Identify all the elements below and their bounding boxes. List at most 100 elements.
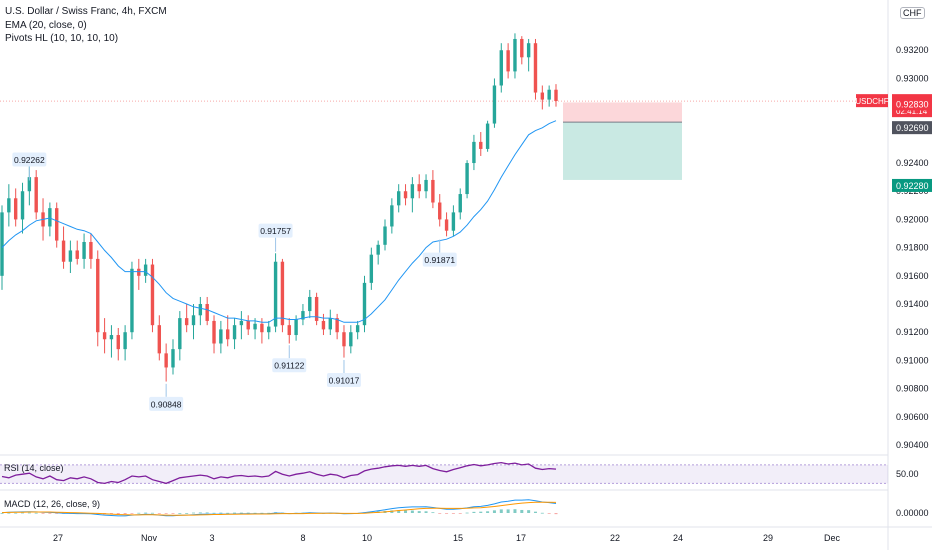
- candle-body: [506, 50, 510, 72]
- macd-histogram-bar: [55, 513, 59, 514]
- candle-body: [383, 226, 387, 245]
- rsi-legend[interactable]: RSI (14, close): [4, 463, 64, 473]
- macd-histogram-bar: [438, 513, 442, 514]
- candle-body: [34, 177, 38, 213]
- macd-histogram-bar: [424, 511, 428, 513]
- macd-histogram-bar: [513, 509, 517, 513]
- macd-histogram-bar: [527, 510, 531, 513]
- candle-body: [342, 332, 346, 347]
- candle-body: [308, 296, 312, 312]
- time-axis-label: 29: [763, 533, 773, 543]
- macd-histogram-bar: [14, 512, 18, 514]
- candle-body: [178, 318, 182, 350]
- time-axis-label: 10: [362, 533, 372, 543]
- candle-body: [68, 250, 73, 262]
- macd-histogram-bar: [185, 513, 189, 514]
- price-tick: 0.93000: [896, 73, 929, 83]
- entry-tag-value: 0.92690: [896, 123, 929, 133]
- macd-histogram-bar: [253, 512, 257, 514]
- candle-body: [219, 329, 223, 344]
- candle-body: [205, 304, 209, 321]
- price-tick: 0.91800: [896, 243, 929, 253]
- target-tag-value: 0.92280: [896, 181, 929, 191]
- price-tick: 0.93200: [896, 45, 929, 55]
- macd-histogram-bar: [41, 513, 45, 514]
- macd-legend[interactable]: MACD (12, 26, close, 9): [4, 499, 101, 509]
- macd-histogram-bar: [417, 511, 421, 513]
- macd-histogram-bar: [150, 512, 154, 514]
- candle-body: [75, 250, 79, 259]
- macd-histogram-bar: [192, 512, 196, 514]
- candle-body: [349, 332, 353, 347]
- candle-body: [7, 198, 11, 213]
- candle-body: [116, 335, 120, 350]
- candle-body: [444, 219, 449, 231]
- candle-body: [109, 335, 114, 340]
- pivot-label-box: [422, 252, 457, 267]
- candle-body: [280, 261, 285, 326]
- candle-body: [184, 318, 189, 326]
- target-zone: [563, 122, 682, 180]
- macd-histogram-bar: [219, 512, 223, 514]
- chart-title[interactable]: U.S. Dollar / Swiss Franc, 4h, FXCM: [5, 6, 167, 17]
- candle-body: [465, 163, 469, 195]
- time-axis-label: 27: [53, 533, 63, 543]
- price-tick: 0.91600: [896, 271, 929, 281]
- pivots-legend[interactable]: Pivots HL (10, 10, 10, 10): [5, 33, 119, 44]
- candle-body: [355, 325, 360, 333]
- price-tick: 0.90400: [896, 440, 929, 450]
- ema-legend[interactable]: EMA (20, close, 0): [5, 20, 87, 31]
- macd-histogram-bar: [0, 513, 4, 514]
- rsi-level-label: 50.00: [896, 469, 919, 479]
- ema-line: [1, 120, 557, 323]
- macd-histogram-bar: [397, 510, 401, 513]
- macd-histogram-bar: [533, 511, 537, 513]
- macd-histogram-bar: [520, 509, 524, 513]
- pivot-label-box: [258, 223, 293, 238]
- candle-body: [61, 240, 66, 262]
- candle-body: [267, 326, 271, 333]
- macd-histogram-bar: [458, 513, 462, 514]
- candle-body: [376, 244, 380, 255]
- price-tick: 0.90600: [896, 412, 929, 422]
- candle-body: [253, 323, 257, 330]
- macd-histogram-bar: [472, 511, 476, 513]
- signal-line: [1, 501, 557, 516]
- pivot-label-box: [326, 373, 361, 388]
- candle-body: [260, 323, 264, 333]
- macd-level-label: 0.00000: [896, 508, 929, 518]
- symbol-label-box: [856, 94, 888, 108]
- price-tick: 0.91200: [896, 327, 929, 337]
- candle-body: [287, 325, 291, 336]
- macd-histogram-bar: [431, 512, 435, 514]
- macd-histogram-bar: [547, 513, 551, 514]
- macd-histogram-bar: [7, 512, 11, 514]
- currency-button[interactable]: CHF: [900, 7, 925, 19]
- price-tick: 0.91000: [896, 355, 929, 365]
- candle-body: [499, 50, 503, 86]
- macd-histogram-bar: [260, 512, 264, 514]
- macd-histogram-bar: [233, 512, 237, 514]
- macd-histogram-bar: [246, 512, 250, 514]
- macd-histogram-bar: [506, 509, 510, 513]
- candle-body: [55, 208, 59, 241]
- candle-body: [417, 184, 421, 192]
- time-axis-label: 8: [300, 533, 305, 543]
- candle-body: [362, 282, 367, 326]
- macd-histogram-bar: [267, 512, 271, 514]
- candle-body: [369, 254, 374, 283]
- macd-histogram-bar: [404, 510, 408, 513]
- pivot-label-box: [272, 358, 307, 373]
- price-tick: 0.92000: [896, 214, 929, 224]
- candle-body: [96, 258, 100, 333]
- macd-histogram-bar: [171, 513, 175, 514]
- macd-histogram-bar: [451, 513, 455, 514]
- candle-body: [554, 89, 558, 101]
- macd-histogram-bar: [465, 512, 469, 514]
- macd-histogram-bar: [479, 511, 483, 513]
- candle-body: [314, 296, 319, 321]
- candle-body: [533, 43, 538, 93]
- candle-body: [547, 89, 551, 100]
